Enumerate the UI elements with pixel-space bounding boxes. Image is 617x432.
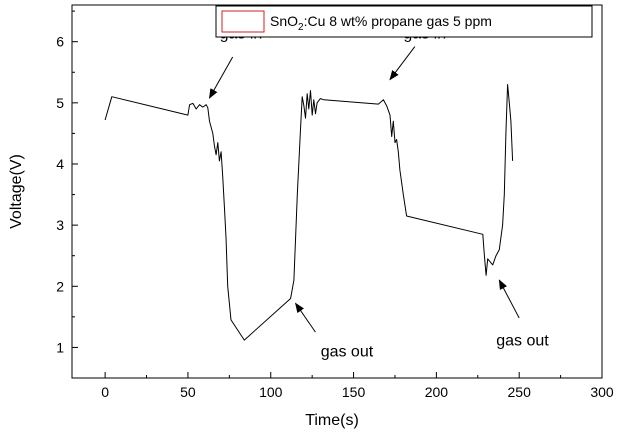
legend-label: SnO2:Cu 8 wt% propane gas 5 ppm <box>270 13 492 33</box>
y-tick-label: 2 <box>56 278 64 294</box>
y-tick-label: 1 <box>56 339 64 355</box>
plot-frame <box>71 4 603 379</box>
series-line-1 <box>104 84 514 341</box>
legend-label-prefix: SnO <box>270 13 298 29</box>
x-tick-label: 200 <box>425 384 449 400</box>
x-tick-label: 250 <box>508 384 532 400</box>
y-tick-label: 6 <box>56 34 64 50</box>
annotation-arrow-1 <box>208 56 234 99</box>
series-layer <box>104 84 514 341</box>
x-tick-label: 300 <box>590 384 614 400</box>
x-tick-label: 50 <box>180 384 196 400</box>
legend: SnO2:Cu 8 wt% propane gas 5 ppm <box>215 5 593 38</box>
x-tick-label: 100 <box>259 384 283 400</box>
legend-swatch <box>221 10 265 33</box>
annotation-label-3: gas out <box>321 344 374 361</box>
annotation-label-4: gas out <box>496 333 549 350</box>
y-tick-label: 5 <box>56 95 64 111</box>
x-tick-label: 150 <box>342 384 366 400</box>
legend-box <box>215 5 593 38</box>
annotation-arrow-2 <box>389 46 416 81</box>
legend-label-subscript: 2 <box>298 22 304 33</box>
x-tick-label: 0 <box>101 384 109 400</box>
y-tick-label: 4 <box>56 156 64 172</box>
annotation-arrow-4 <box>498 279 520 319</box>
axes: 0 50 100 150 200 250 300 1 2 3 4 5 6 Time(s) Voltage(V… <box>8 4 614 429</box>
annotation-arrow-3 <box>295 302 316 333</box>
x-axis-title: Time(s) <box>305 412 359 429</box>
y-axis-title: Voltage(V) <box>8 154 25 229</box>
y-tick-label: 3 <box>56 217 64 233</box>
legend-label-suffix: :Cu 8 wt% propane gas 5 ppm <box>304 13 492 29</box>
